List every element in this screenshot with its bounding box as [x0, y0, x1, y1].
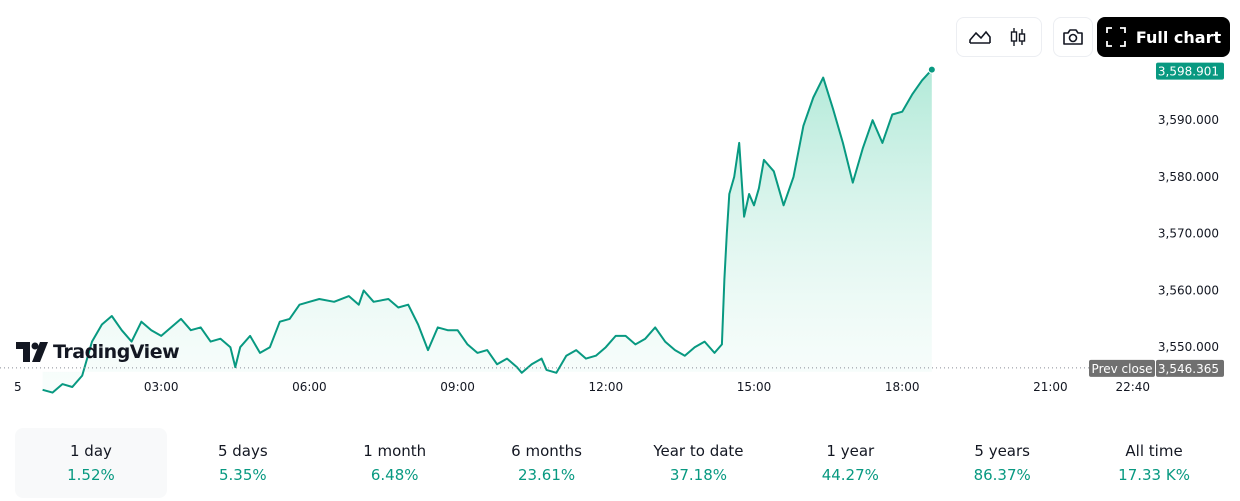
fullscreen-icon — [1105, 27, 1126, 47]
last-price-label: 3,598.901 — [1158, 65, 1219, 79]
last-price-badge — [1156, 62, 1224, 80]
tradingview-logo[interactable]: TradingView — [16, 341, 180, 363]
period-1-day[interactable]: 1 day 1.52% — [15, 428, 167, 498]
y-tick-label: 3,590.000 — [1158, 113, 1219, 127]
tradingview-logo-icon — [16, 342, 48, 362]
full-chart-label: Full chart — [1135, 27, 1222, 47]
period-year-to-date[interactable]: Year to date 37.18% — [623, 428, 775, 498]
x-tick-label: 22:40 — [1115, 380, 1150, 394]
y-tick-label: 3,580.000 — [1158, 170, 1219, 184]
period-all-time[interactable]: All time 17.33 K% — [1078, 428, 1230, 498]
chart-type-group — [956, 17, 1042, 57]
period-selector: 1 day 1.52% 5 days 5.35% 1 month 6.48% 6… — [15, 428, 1230, 498]
x-tick-label: 21:00 — [1033, 380, 1068, 394]
period-label: 5 years — [974, 442, 1030, 460]
price-line — [42, 69, 933, 394]
period-change: 44.27% — [821, 466, 879, 484]
period-change: 23.61% — [517, 466, 576, 484]
x-tick-label: 12:00 — [589, 380, 624, 394]
chart-toolbar — [956, 17, 1093, 57]
camera-icon[interactable] — [1053, 17, 1093, 57]
period-change: 1.52% — [67, 466, 115, 484]
period-label: 6 months — [511, 442, 582, 460]
x-tick-label: 09:00 — [440, 380, 475, 394]
period-label: 1 year — [826, 442, 875, 460]
period-change: 5.35% — [218, 466, 267, 484]
prev-close-text: Prev close — [1092, 362, 1153, 376]
x-tick-label: 15:00 — [737, 380, 772, 394]
last-price-dot — [927, 65, 936, 74]
x-tick-label: 18:00 — [885, 380, 920, 394]
period-5-years[interactable]: 5 years 86.37% — [926, 428, 1078, 498]
period-label: 5 days — [217, 442, 268, 460]
y-tick-label: 3,560.000 — [1158, 283, 1219, 297]
candlestick-icon[interactable] — [999, 18, 1037, 56]
logo-text: TradingView — [53, 341, 180, 363]
period-6-months[interactable]: 6 months 23.61% — [471, 428, 623, 498]
full-chart-button[interactable]: Full chart — [1097, 17, 1230, 57]
period-1-year[interactable]: 1 year 44.27% — [774, 428, 926, 498]
prev-close-badge — [1089, 359, 1155, 377]
period-change: 6.48% — [370, 466, 419, 484]
period-label: All time — [1125, 442, 1183, 460]
price-chart[interactable]: 3,590.000 3,580.000 3,570.000 3,560.000 3,55… — [0, 60, 1240, 405]
y-tick-label: 3,550.000 — [1158, 340, 1219, 354]
prev-close-value: 3,546.365 — [1158, 362, 1219, 376]
x-tick-label: 5 — [14, 380, 22, 394]
period-label: 1 month — [363, 442, 427, 460]
period-change: 17.33 K% — [1118, 466, 1190, 484]
area-chart-icon[interactable] — [961, 18, 999, 56]
period-label: Year to date — [653, 442, 744, 460]
y-tick-label: 3,570.000 — [1158, 227, 1219, 241]
period-change: 86.37% — [973, 466, 1031, 484]
price-area-fill — [42, 69, 932, 393]
x-tick-label: 06:00 — [292, 380, 327, 394]
period-label: 1 day — [69, 442, 112, 460]
prev-close-value-badge — [1156, 359, 1224, 377]
period-5-days[interactable]: 5 days 5.35% — [167, 428, 319, 498]
x-tick-label: 03:00 — [144, 380, 179, 394]
period-1-month[interactable]: 1 month 6.48% — [319, 428, 471, 498]
period-change: 37.18% — [669, 466, 728, 484]
